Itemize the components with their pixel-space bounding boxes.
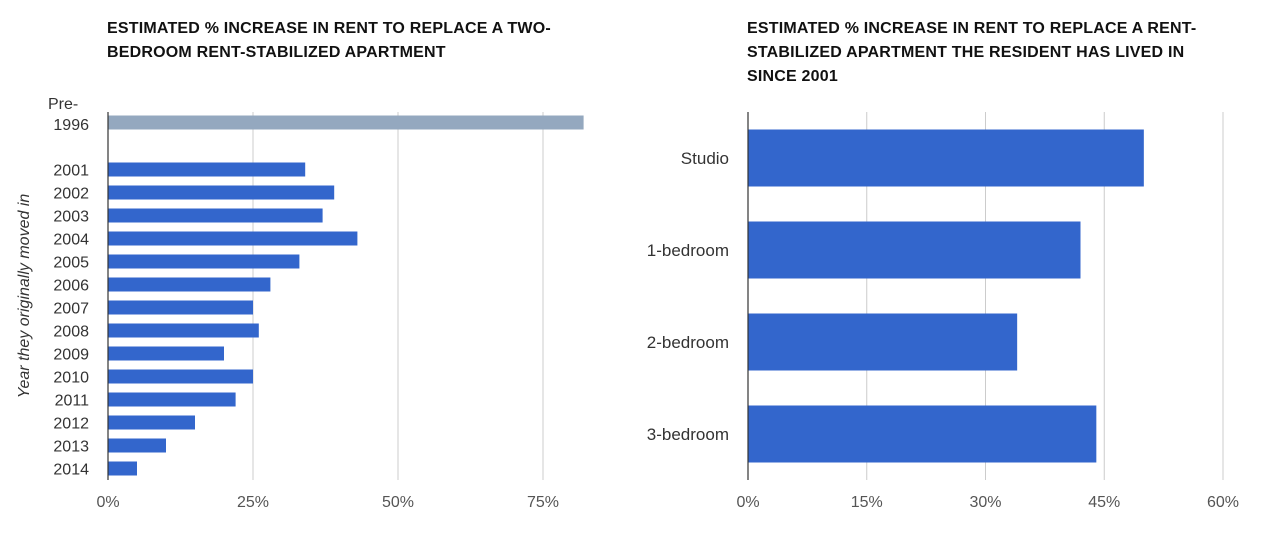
bar-left: [108, 277, 271, 292]
y-tick-label-left: 2009: [53, 347, 89, 364]
y-tick-label-left: Pre-: [48, 96, 78, 113]
bar-left: [108, 115, 584, 130]
y-tick-label-left: 2004: [53, 232, 89, 249]
bar-left: [108, 300, 253, 315]
x-tick-label-right: 30%: [969, 494, 1001, 511]
x-tick-label-right: 0%: [736, 494, 759, 511]
y-tick-label-left: 1996: [53, 117, 89, 134]
bar-left: [108, 369, 253, 384]
y-tick-label-left: 2013: [53, 439, 89, 456]
bar-right: [748, 405, 1097, 463]
bar-left: [108, 162, 306, 177]
chart-title-left: ESTIMATED % INCREASE IN RENT TO REPLACE …: [107, 20, 551, 61]
bar-right: [748, 221, 1081, 279]
x-tick-label-left: 0%: [96, 494, 119, 511]
y-tick-label-left: 2007: [53, 301, 89, 318]
bar-left: [108, 185, 335, 200]
bar-right: [748, 129, 1144, 187]
bar-left: [108, 346, 224, 361]
y-tick-label-left: 2002: [53, 186, 89, 203]
bar-left: [108, 231, 358, 246]
bar-left: [108, 461, 137, 476]
y-tick-label-left: 2005: [53, 255, 89, 272]
bar-left: [108, 254, 300, 269]
y-tick-label-left: 2008: [53, 324, 89, 341]
x-tick-label-right: 60%: [1207, 494, 1239, 511]
y-tick-label-right: 1-bedroom: [647, 241, 729, 260]
y-tick-label-left: 2014: [53, 462, 89, 479]
bar-left: [108, 415, 195, 430]
bar-left: [108, 208, 323, 223]
y-tick-label-left: 2010: [53, 370, 89, 387]
bar-right: [748, 313, 1018, 371]
y-tick-label-left: 2001: [53, 163, 89, 180]
y-tick-label-right: 2-bedroom: [647, 333, 729, 352]
y-tick-label-left: 2011: [55, 393, 90, 410]
y-tick-label-left: 2012: [53, 416, 89, 433]
x-tick-label-right: 45%: [1088, 494, 1120, 511]
y-tick-label-left: 2006: [53, 278, 89, 295]
x-tick-label-left: 50%: [382, 494, 414, 511]
x-tick-label-right: 15%: [851, 494, 883, 511]
bar-left: [108, 392, 236, 407]
bar-left: [108, 323, 259, 338]
x-tick-label-left: 75%: [527, 494, 559, 511]
y-tick-label-right: 3-bedroom: [647, 425, 729, 444]
chart-title-right: ESTIMATED % INCREASE IN RENT TO REPLACE …: [747, 20, 1197, 85]
y-tick-label-left: 2003: [53, 209, 89, 226]
y-axis-title-left: Year they originally moved in: [16, 194, 33, 399]
bar-left: [108, 438, 166, 453]
y-tick-label-right: Studio: [681, 149, 729, 168]
x-tick-label-left: 25%: [237, 494, 269, 511]
